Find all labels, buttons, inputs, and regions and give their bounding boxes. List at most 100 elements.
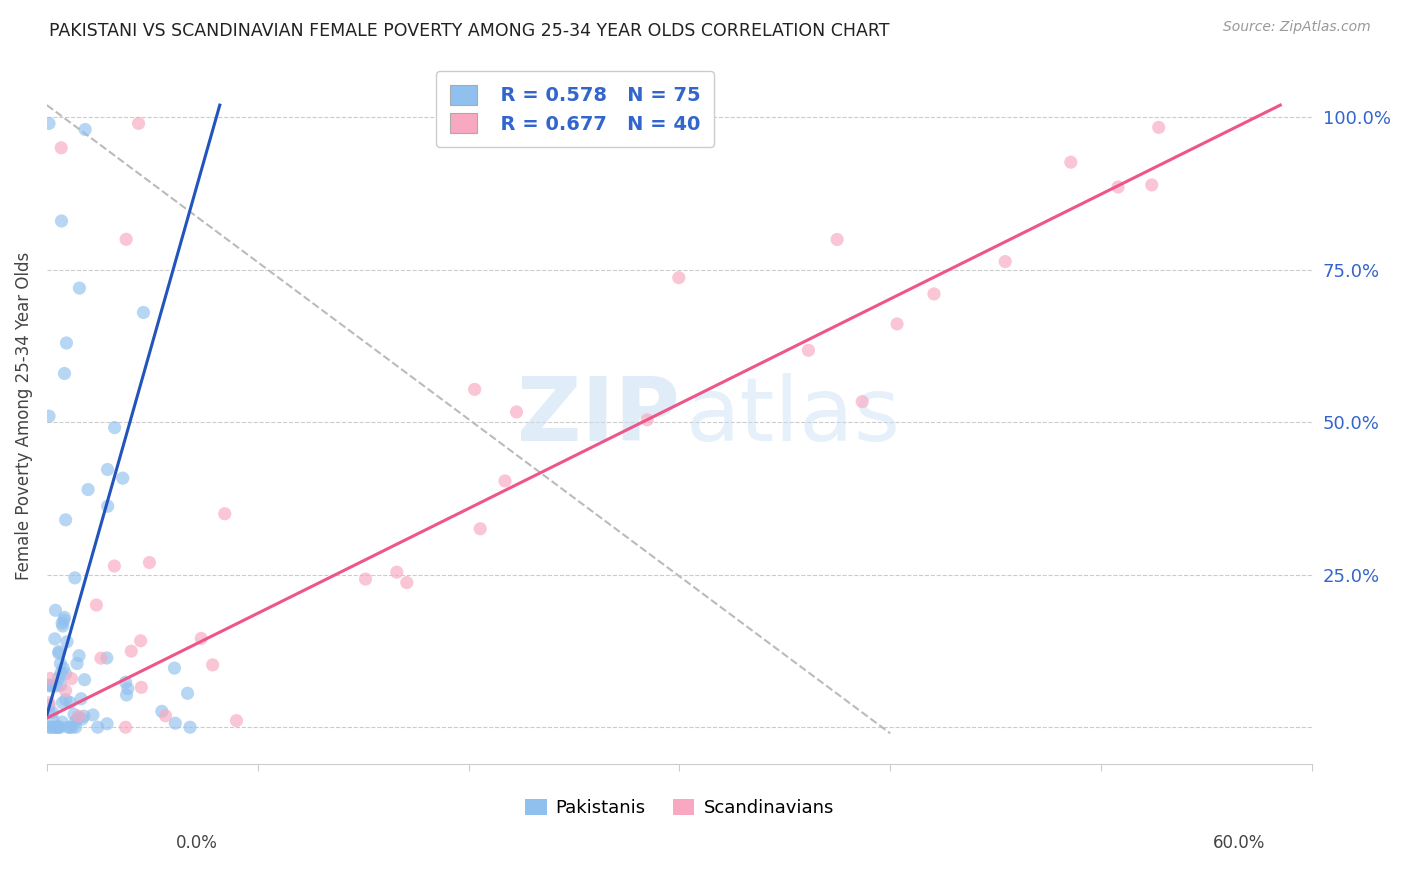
Point [464, 383, 486, 397]
Point [114, 675, 136, 690]
Point [117, 681, 139, 696]
Point [66, 657, 89, 671]
Point [67, 648, 90, 663]
Text: 0.0%: 0.0% [176, 834, 218, 852]
Point [179, 720, 201, 734]
Point [96, 651, 118, 665]
Point [165, 716, 187, 731]
Point [63, 571, 86, 585]
Point [77, 483, 100, 497]
Point [114, 720, 136, 734]
Point [138, 556, 160, 570]
Point [120, 644, 142, 658]
Point [73, 673, 96, 687]
Point [129, 633, 152, 648]
Point [42, 720, 65, 734]
Point [82, 707, 104, 722]
Point [922, 287, 945, 301]
Point [132, 305, 155, 319]
Point [128, 116, 150, 130]
Point [96, 716, 118, 731]
Point [60, 720, 83, 734]
Point [65, 720, 87, 734]
Point [53, 367, 76, 381]
Point [58, 720, 80, 734]
Point [51, 141, 73, 155]
Point [42, 714, 65, 728]
Point [176, 686, 198, 700]
Point [1107, 180, 1129, 194]
Point [70, 691, 93, 706]
Point [131, 681, 153, 695]
Point [46, 720, 69, 734]
Point [38, 720, 60, 734]
Point [97, 462, 120, 476]
Point [38, 678, 60, 692]
Point [470, 522, 492, 536]
Point [67, 711, 90, 725]
Point [150, 704, 173, 718]
Point [797, 343, 820, 358]
Point [41, 679, 63, 693]
Point [67, 709, 90, 723]
Point [53, 610, 76, 624]
Point [155, 708, 177, 723]
Point [825, 232, 848, 246]
Point [668, 270, 690, 285]
Point [49, 678, 72, 692]
Point [73, 709, 96, 723]
Point [60, 672, 83, 686]
Point [55, 336, 77, 351]
Point [52, 619, 75, 633]
Point [65, 714, 87, 728]
Point [39, 672, 62, 686]
Y-axis label: Female Poverty Among 25-34 Year Olds: Female Poverty Among 25-34 Year Olds [15, 252, 32, 581]
Point [505, 405, 527, 419]
Point [103, 559, 125, 574]
Point [45, 679, 67, 693]
Point [115, 688, 138, 702]
Point [49, 657, 72, 671]
Point [41, 706, 63, 720]
Point [201, 657, 224, 672]
Point [851, 394, 873, 409]
Point [52, 661, 75, 675]
Point [70, 712, 93, 726]
Legend: Pakistanis, Scandinavians: Pakistanis, Scandinavians [517, 791, 841, 824]
Point [994, 254, 1017, 268]
Point [354, 572, 377, 586]
Point [104, 420, 127, 434]
Point [51, 616, 73, 631]
Point [86, 598, 108, 612]
Point [63, 707, 86, 722]
Point [38, 679, 60, 693]
Text: PAKISTANI VS SCANDINAVIAN FEMALE POVERTY AMONG 25-34 YEAR OLDS CORRELATION CHART: PAKISTANI VS SCANDINAVIAN FEMALE POVERTY… [49, 22, 890, 40]
Point [51, 715, 73, 730]
Text: 60.0%: 60.0% [1213, 834, 1265, 852]
Text: Source: ZipAtlas.com: Source: ZipAtlas.com [1223, 20, 1371, 34]
Point [1060, 155, 1083, 169]
Point [59, 720, 82, 734]
Point [51, 696, 73, 710]
Text: atlas: atlas [686, 373, 901, 459]
Point [55, 683, 77, 698]
Point [44, 720, 66, 734]
Point [59, 696, 82, 710]
Point [49, 720, 72, 734]
Text: ZIP: ZIP [516, 373, 679, 459]
Point [395, 575, 418, 590]
Point [55, 666, 77, 681]
Point [51, 214, 73, 228]
Point [385, 565, 408, 579]
Point [48, 720, 70, 734]
Point [67, 281, 90, 295]
Point [111, 471, 134, 485]
Point [190, 632, 212, 646]
Point [86, 720, 108, 734]
Point [636, 413, 658, 427]
Point [97, 500, 120, 514]
Point [1147, 120, 1170, 135]
Point [56, 634, 79, 648]
Point [214, 507, 236, 521]
Point [115, 232, 138, 246]
